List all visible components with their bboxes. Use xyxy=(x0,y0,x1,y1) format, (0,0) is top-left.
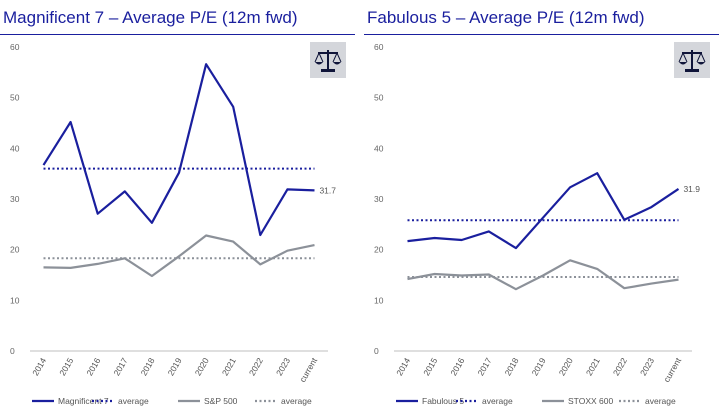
x-tick-label: current xyxy=(661,355,683,383)
legend-label: average xyxy=(281,396,312,406)
icon-beam xyxy=(318,52,338,54)
x-tick-label: 2014 xyxy=(394,356,412,378)
y-tick-label: 40 xyxy=(10,143,20,153)
icon-pillar xyxy=(327,50,329,69)
chart-title: Fabulous 5 – Average P/E (12m fwd) xyxy=(367,8,645,27)
y-tick-label: 30 xyxy=(10,194,20,204)
x-tick-label: 2014 xyxy=(30,356,48,378)
icon-pillar xyxy=(691,50,693,69)
legend-item-fabulous-5: Fabulous 5 xyxy=(396,396,464,406)
x-tick-label: 2019 xyxy=(166,356,184,378)
legend-item-average: average xyxy=(456,396,513,406)
balance-scale-icon xyxy=(310,42,346,78)
x-tick-label: 2023 xyxy=(638,356,656,378)
legend-item-average: average xyxy=(619,396,676,406)
icon-pan-left xyxy=(315,62,323,65)
series-line-stoxx-600 xyxy=(407,259,679,291)
y-tick-label: 50 xyxy=(10,93,20,103)
legend-label: average xyxy=(118,396,149,406)
icon-pan-right xyxy=(333,62,341,65)
x-tick-label: 2018 xyxy=(503,356,521,378)
title-underline xyxy=(0,34,355,35)
chart-panel-fabulous-5: Fabulous 5 – Average P/E (12m fwd) 0 10 20… xyxy=(364,0,722,408)
legend-item-stoxx-600: STOXX 600 xyxy=(542,396,613,406)
chart-panel-magnificent-7: Magnificent 7 – Average P/E (12m fwd) 0 1… xyxy=(0,0,358,408)
x-tick-label: 2016 xyxy=(448,356,466,378)
legend-label: Magnificent 7 xyxy=(58,396,109,406)
y-tick-label: 60 xyxy=(10,42,20,52)
icon-strings xyxy=(314,52,342,63)
x-tick-label: 2017 xyxy=(475,356,493,378)
x-tick-label: 2022 xyxy=(247,356,265,378)
series-line-fabulous-5 xyxy=(407,172,680,250)
x-tick-label: 2015 xyxy=(57,356,75,378)
y-tick-label: 60 xyxy=(374,42,384,52)
y-tick-label: 40 xyxy=(374,143,384,153)
series-line-s-p-500 xyxy=(43,234,315,278)
legend-item-average: average xyxy=(255,396,312,406)
balance-scale-icon xyxy=(674,42,710,78)
legend-item-magnificent-7: Magnificent 7 xyxy=(32,396,109,406)
line-chart: 0 10 20 30 40 50 60 2014 2015 2016 2017 2018 2019 202… xyxy=(374,42,710,406)
legend-label: S&P 500 xyxy=(204,396,238,406)
y-tick-label: 50 xyxy=(374,93,384,103)
line-chart: 0 10 20 30 40 50 60 2014 2015 2016 2017 2018 2019 202… xyxy=(10,42,346,406)
y-tick-label: 0 xyxy=(10,346,15,356)
x-tick-label: 2015 xyxy=(421,356,439,378)
title-underline xyxy=(364,34,719,35)
x-tick-label: 2020 xyxy=(557,356,575,378)
end-value-label: 31.7 xyxy=(319,185,336,195)
y-tick-label: 30 xyxy=(374,194,384,204)
legend-label: Fabulous 5 xyxy=(422,396,464,406)
legend-item-s-p-500: S&P 500 xyxy=(178,396,238,406)
x-tick-label: 2017 xyxy=(111,356,129,378)
y-tick-label: 0 xyxy=(374,346,379,356)
legend-label: STOXX 600 xyxy=(568,396,613,406)
icon-base xyxy=(321,69,335,72)
x-tick-label: 2020 xyxy=(193,356,211,378)
x-tick-label: current xyxy=(297,355,319,383)
x-tick-label: 2021 xyxy=(220,356,238,378)
chart-title: Magnificent 7 – Average P/E (12m fwd) xyxy=(3,8,298,27)
y-tick-label: 10 xyxy=(10,295,20,305)
icon-pan-right xyxy=(697,62,705,65)
icon-pan-left xyxy=(679,62,687,65)
x-tick-label: 2023 xyxy=(274,356,292,378)
end-value-label: 31.9 xyxy=(683,184,700,194)
icon-base xyxy=(685,69,699,72)
x-tick-label: 2016 xyxy=(84,356,102,378)
legend-label: average xyxy=(645,396,676,406)
icon-beam xyxy=(682,52,702,54)
y-tick-label: 20 xyxy=(374,245,384,255)
icon-strings xyxy=(678,52,706,63)
x-tick-label: 2022 xyxy=(611,356,629,378)
y-tick-label: 10 xyxy=(374,295,384,305)
legend-label: average xyxy=(482,396,513,406)
series-line-magnificent-7 xyxy=(42,63,315,237)
legend-item-average: average xyxy=(92,396,149,406)
x-tick-label: 2018 xyxy=(139,356,157,378)
x-tick-label: 2019 xyxy=(530,356,548,378)
x-tick-label: 2021 xyxy=(584,356,602,378)
y-tick-label: 20 xyxy=(10,245,20,255)
